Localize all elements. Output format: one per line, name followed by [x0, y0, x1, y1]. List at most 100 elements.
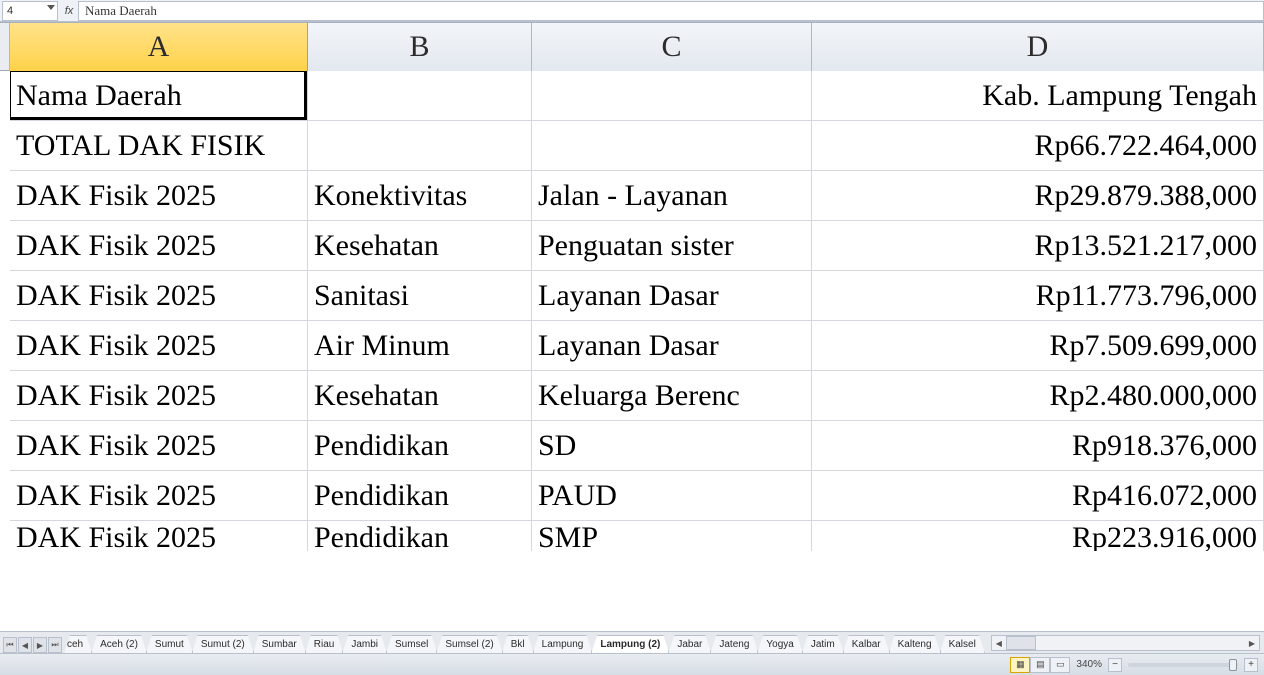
cell[interactable]: DAK Fisik 2025: [10, 421, 308, 471]
name-box-dropdown-icon[interactable]: [47, 5, 55, 10]
view-page-break-button[interactable]: ▭: [1050, 657, 1070, 673]
sheet-tab[interactable]: Sumut (2): [192, 635, 254, 653]
cell[interactable]: Layanan Dasar: [532, 271, 812, 321]
column-header-B[interactable]: B: [308, 23, 532, 71]
cell[interactable]: [308, 71, 532, 121]
cell[interactable]: Sanitasi: [308, 271, 532, 321]
table-row: DAK Fisik 2025PendidikanSDRp918.376,000: [10, 421, 1264, 471]
sheet-tab[interactable]: Kalsel: [940, 635, 985, 653]
sheet-tab[interactable]: Jabar: [668, 635, 711, 653]
cell[interactable]: Keluarga Berenc: [532, 371, 812, 421]
tab-nav-prev[interactable]: ◀: [18, 637, 32, 653]
cell[interactable]: DAK Fisik 2025: [10, 171, 308, 221]
hscroll-track[interactable]: [1006, 636, 1245, 650]
sheet-tab[interactable]: Sumsel (2): [436, 635, 502, 653]
sheet-tab[interactable]: Yogya: [757, 635, 802, 653]
cell[interactable]: Pendidikan: [308, 471, 532, 521]
sheet-tab[interactable]: Jambi: [342, 635, 387, 653]
column-header-A[interactable]: A: [10, 23, 308, 71]
cell[interactable]: Rp2.480.000,000: [812, 371, 1264, 421]
cell[interactable]: Kesehatan: [308, 221, 532, 271]
cell[interactable]: Penguatan sister: [532, 221, 812, 271]
cell[interactable]: Rp7.509.699,000: [812, 321, 1264, 371]
cell[interactable]: Rp11.773.796,000: [812, 271, 1264, 321]
sheet-tab[interactable]: Bkl: [502, 635, 534, 653]
formula-bar: 4 fx Nama Daerah: [0, 0, 1264, 22]
cell[interactable]: TOTAL DAK FISIK: [10, 121, 308, 171]
zoom-in-button[interactable]: +: [1244, 658, 1258, 672]
sheet-tab[interactable]: Sumsel: [386, 635, 437, 653]
select-all-corner[interactable]: [0, 23, 10, 71]
sheet-tab[interactable]: Sumbar: [253, 635, 306, 653]
cell[interactable]: Rp29.879.388,000: [812, 171, 1264, 221]
cell[interactable]: Kesehatan: [308, 371, 532, 421]
tab-nav-last[interactable]: ⏭: [48, 637, 62, 653]
hscroll-right-icon[interactable]: ▶: [1245, 636, 1259, 650]
cell[interactable]: [532, 121, 812, 171]
view-normal-button[interactable]: ▦: [1010, 657, 1030, 673]
cell[interactable]: Pendidikan: [308, 421, 532, 471]
table-row: DAK Fisik 2025KesehatanKeluarga BerencRp…: [10, 371, 1264, 421]
cell[interactable]: Kab. Lampung Tengah: [812, 71, 1264, 121]
sheet-tab[interactable]: Jatim: [802, 635, 844, 653]
cell[interactable]: [308, 121, 532, 171]
cell[interactable]: PAUD: [532, 471, 812, 521]
cell[interactable]: Konektivitas: [308, 171, 532, 221]
grid[interactable]: Nama DaerahKab. Lampung TengahTOTAL DAK …: [10, 71, 1264, 631]
cell[interactable]: [532, 71, 812, 121]
cell[interactable]: DAK Fisik 2025: [10, 221, 308, 271]
zoom-out-button[interactable]: −: [1108, 658, 1122, 672]
cell[interactable]: Rp918.376,000: [812, 421, 1264, 471]
hscroll-left-icon[interactable]: ◀: [992, 636, 1006, 650]
sheet-tab[interactable]: Lampung: [533, 635, 593, 653]
column-headers: ABCD: [10, 23, 1264, 71]
zoom-level-label: 340%: [1076, 659, 1102, 670]
view-page-layout-button[interactable]: ▤: [1030, 657, 1050, 673]
horizontal-scrollbar[interactable]: ◀ ▶: [991, 635, 1260, 651]
table-row: DAK Fisik 2025KesehatanPenguatan sisterR…: [10, 221, 1264, 271]
tab-nav-next[interactable]: ▶: [33, 637, 47, 653]
sheet-tab[interactable]: Kalbar: [843, 635, 890, 653]
sheet-tab[interactable]: ceh: [65, 635, 92, 653]
cell[interactable]: Rp416.072,000: [812, 471, 1264, 521]
cell[interactable]: SMP: [532, 521, 812, 551]
table-row: TOTAL DAK FISIK Rp66.722.464,000: [10, 121, 1264, 171]
table-row: DAK Fisik 2025Air MinumLayanan DasarRp7.…: [10, 321, 1264, 371]
sheet-tab[interactable]: Kalteng: [889, 635, 941, 653]
column-header-D[interactable]: D: [812, 23, 1264, 71]
name-box[interactable]: 4: [2, 1, 58, 21]
column-header-C[interactable]: C: [532, 23, 812, 71]
cell[interactable]: Pendidikan: [308, 521, 532, 551]
cell[interactable]: Rp13.521.217,000: [812, 221, 1264, 271]
zoom-slider[interactable]: [1128, 663, 1238, 667]
cell[interactable]: DAK Fisik 2025: [10, 471, 308, 521]
fx-label[interactable]: fx: [60, 5, 78, 17]
cell[interactable]: Rp223.916,000: [812, 521, 1264, 551]
tab-nav: ⏮ ◀ ▶ ⏭: [0, 637, 65, 653]
table-row: DAK Fisik 2025SanitasiLayanan DasarRp11.…: [10, 271, 1264, 321]
cell[interactable]: Layanan Dasar: [532, 321, 812, 371]
cell[interactable]: Nama Daerah: [10, 71, 308, 121]
sheet-tab[interactable]: Jateng: [710, 635, 758, 653]
sheet-tabs-strip: ⏮ ◀ ▶ ⏭ cehAceh (2)SumutSumut (2)SumbarR…: [0, 631, 1264, 653]
cell[interactable]: DAK Fisik 2025: [10, 271, 308, 321]
sheet-tab[interactable]: Sumut: [146, 635, 193, 653]
sheet-tab[interactable]: Aceh (2): [91, 635, 147, 653]
cell[interactable]: Air Minum: [308, 321, 532, 371]
zoom-slider-thumb[interactable]: [1229, 659, 1237, 671]
cell[interactable]: Jalan - Layanan: [532, 171, 812, 221]
hscroll-thumb[interactable]: [1006, 636, 1036, 650]
name-box-value: 4: [7, 5, 13, 17]
cell[interactable]: SD: [532, 421, 812, 471]
table-row: DAK Fisik 2025KonektivitasJalan - Layana…: [10, 171, 1264, 221]
sheet-tab[interactable]: Riau: [305, 635, 344, 653]
tab-nav-first[interactable]: ⏮: [3, 637, 17, 653]
table-row: Nama Daerah Kab. Lampung Tengah: [10, 71, 1264, 121]
status-bar: ▦ ▤ ▭ 340% − +: [0, 653, 1264, 675]
cell[interactable]: DAK Fisik 2025: [10, 321, 308, 371]
cell[interactable]: DAK Fisik 2025: [10, 521, 308, 551]
cell[interactable]: DAK Fisik 2025: [10, 371, 308, 421]
formula-input[interactable]: Nama Daerah: [78, 1, 1264, 21]
cell[interactable]: Rp66.722.464,000: [812, 121, 1264, 171]
sheet-tab[interactable]: Lampung (2): [591, 635, 669, 653]
